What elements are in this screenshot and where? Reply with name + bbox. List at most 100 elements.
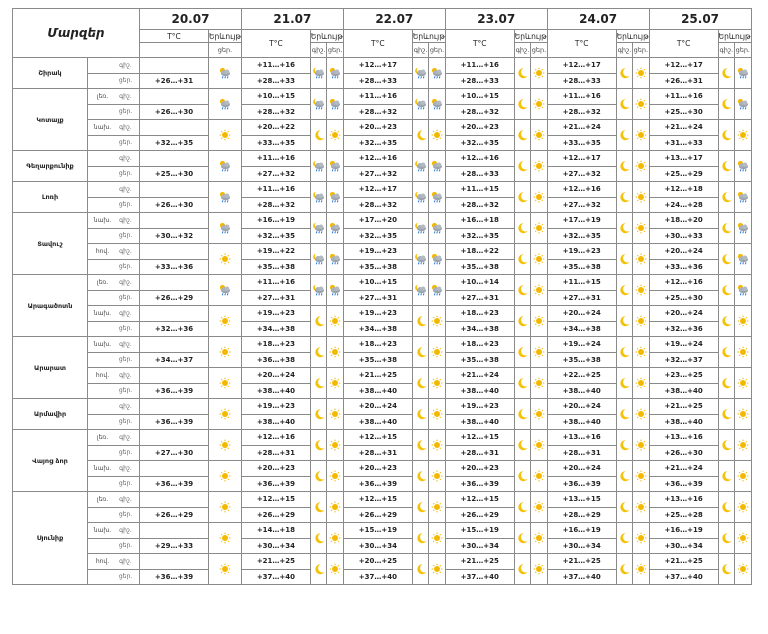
sun-icon xyxy=(635,470,647,482)
day-weather-cell xyxy=(428,336,446,368)
night-temp: +19…+23 xyxy=(342,305,413,322)
day-weather-cell xyxy=(428,274,446,306)
night-temp: +22…+25 xyxy=(546,367,617,384)
day-weather-cell xyxy=(530,367,548,399)
night-temp: +18…+23 xyxy=(444,336,515,353)
day-temp: +27…+32 xyxy=(240,165,311,182)
day-temp: +33…+36 xyxy=(648,258,719,275)
night-weather-cell xyxy=(717,305,736,337)
sun-icon xyxy=(219,315,231,327)
night-temp: +16…+19 xyxy=(648,522,719,539)
cloud-sun-rain-icon xyxy=(219,191,230,203)
moon-icon xyxy=(722,192,732,203)
night-temp: +16…+19 xyxy=(546,522,617,539)
night-temp: +12…+16 xyxy=(546,181,617,198)
zone-cell: լեռ. գիշ. xyxy=(87,429,140,446)
night-temp: +19…+22 xyxy=(240,243,311,260)
sun-icon xyxy=(431,501,443,513)
night-label: գիշ. xyxy=(119,464,132,472)
night-weather-cell xyxy=(309,212,328,244)
sun-icon xyxy=(329,563,341,575)
moon-icon xyxy=(722,68,732,79)
day-weather-cell xyxy=(428,243,446,275)
day-temp: +38…+40 xyxy=(342,413,413,430)
cloud-sun-rain-icon xyxy=(330,98,341,110)
zone-label: նախ. xyxy=(93,340,112,348)
night-weather-cell xyxy=(309,460,328,492)
day-weather-cell xyxy=(632,243,650,275)
day-temp: +36…+39 xyxy=(139,382,209,399)
night-temp xyxy=(139,305,209,322)
day-weather-cell xyxy=(632,491,650,523)
zone-cell: գիշ. xyxy=(87,150,140,167)
day-temp: +26…+31 xyxy=(648,72,719,89)
day-temp: +27…+32 xyxy=(546,165,617,182)
sun-icon xyxy=(431,563,443,575)
night-temp: +20…+23 xyxy=(342,119,413,136)
day-temp: +28…+29 xyxy=(546,506,617,523)
night-col-header: գիշ. xyxy=(615,42,634,58)
day-temp: +28…+33 xyxy=(546,72,617,89)
night-weather-cell xyxy=(717,429,736,461)
night-weather-cell xyxy=(615,367,634,399)
date-header: 25.07 xyxy=(648,8,752,30)
night-weather-cell xyxy=(411,181,430,213)
zone-label: հով. xyxy=(95,247,110,255)
day-temp: +34…+37 xyxy=(139,351,209,368)
cloud-sun-rain-icon xyxy=(219,98,230,110)
day-temp: +32…+35 xyxy=(342,134,413,151)
moon-icon xyxy=(518,502,528,513)
day-temp: +35…+38 xyxy=(342,351,413,368)
night-temp xyxy=(139,336,209,353)
moon-icon xyxy=(416,130,427,141)
day-temp: +26…+29 xyxy=(139,506,209,523)
moon-icon xyxy=(620,68,630,79)
day-weather-cell xyxy=(428,181,446,213)
day-temp: +28…+33 xyxy=(342,72,413,89)
sun-icon xyxy=(737,408,749,420)
day-weather-cell xyxy=(428,460,446,492)
night-temp: +12…+15 xyxy=(240,491,311,508)
day-weather-cell xyxy=(530,460,548,492)
day-temp: +37…+40 xyxy=(342,568,413,585)
day-temp: +35…+38 xyxy=(444,258,515,275)
night-weather-cell xyxy=(615,429,634,461)
zone-cell: նախ. գիշ. xyxy=(87,305,140,322)
night-weather-cell xyxy=(513,398,532,430)
sun-icon xyxy=(219,501,231,513)
sun-icon xyxy=(635,191,647,203)
day-weather-cell xyxy=(632,553,650,585)
day-temp: +36…+38 xyxy=(240,351,311,368)
day-temp: +28…+32 xyxy=(240,103,311,120)
moon-icon xyxy=(518,316,528,327)
day-temp: +27…+31 xyxy=(444,289,515,306)
day-label: ցեր. xyxy=(118,573,133,581)
sun-icon xyxy=(635,439,647,451)
day-weather-cell xyxy=(326,336,344,368)
cloud-sun-rain-icon xyxy=(431,222,443,234)
night-temp xyxy=(139,522,209,539)
night-weather-cell xyxy=(615,57,634,89)
sun-icon xyxy=(533,98,545,110)
weather-cell xyxy=(208,243,242,275)
day-temp: +36…+39 xyxy=(444,475,515,492)
day-temp: +36…+39 xyxy=(139,413,209,430)
night-weather-cell xyxy=(717,398,736,430)
moon-icon xyxy=(722,130,732,141)
day-temp: +31…+33 xyxy=(648,134,719,151)
zone-cell: նախ. գիշ. xyxy=(87,212,140,229)
weather-cell xyxy=(208,119,242,151)
night-label: գիշ. xyxy=(119,92,132,100)
moon-icon xyxy=(722,502,732,513)
sun-icon xyxy=(431,439,443,451)
table-row: Լոռի գիշ. +11…+16 +12…+17 +11…+15 +12…+16 +12…… xyxy=(12,181,752,213)
sun-icon xyxy=(329,129,341,141)
zone-cell: ցեր. xyxy=(87,537,140,554)
moon-icon xyxy=(722,347,732,358)
moon-icon xyxy=(518,99,528,110)
night-weather-cell xyxy=(411,57,430,89)
temp-col-header: T°C xyxy=(648,29,719,58)
day-weather-cell xyxy=(530,88,548,120)
day-temp: +30…+34 xyxy=(444,537,515,554)
night-temp: +12…+15 xyxy=(444,429,515,446)
